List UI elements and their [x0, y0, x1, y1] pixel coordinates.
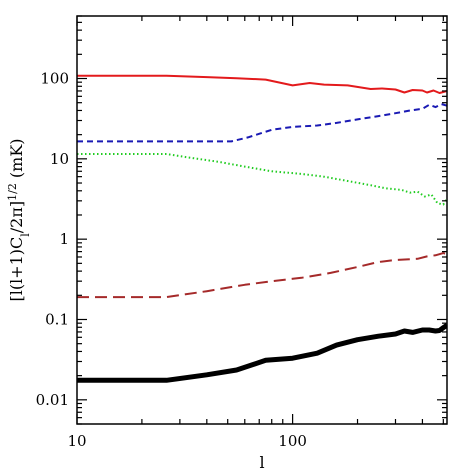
y-tick-label: 100 — [40, 70, 69, 88]
series-line-3 — [77, 153, 447, 206]
plot-frame — [76, 15, 448, 425]
x-axis-title: l — [259, 453, 264, 472]
y-tick-label: 1 — [59, 230, 69, 248]
series-line-1 — [77, 74, 447, 94]
series-line-4 — [77, 252, 447, 299]
x-tick-label: 100 — [278, 432, 307, 450]
y-tick-label: 0.1 — [45, 310, 69, 328]
x-tick-label: 10 — [67, 432, 86, 450]
y-axis-title: [l(l+1)Cl/2π]1/2 (mK) — [6, 138, 32, 301]
ticks-layer — [76, 15, 447, 425]
series-layer — [77, 74, 447, 383]
series-line-5 — [77, 323, 447, 383]
series-line-2 — [77, 103, 447, 143]
y-tick-label: 10 — [50, 150, 69, 168]
y-tick-label: 0.01 — [36, 391, 69, 409]
tick-labels: 10 100 0.01 0.1 1 10 100 — [36, 70, 307, 450]
